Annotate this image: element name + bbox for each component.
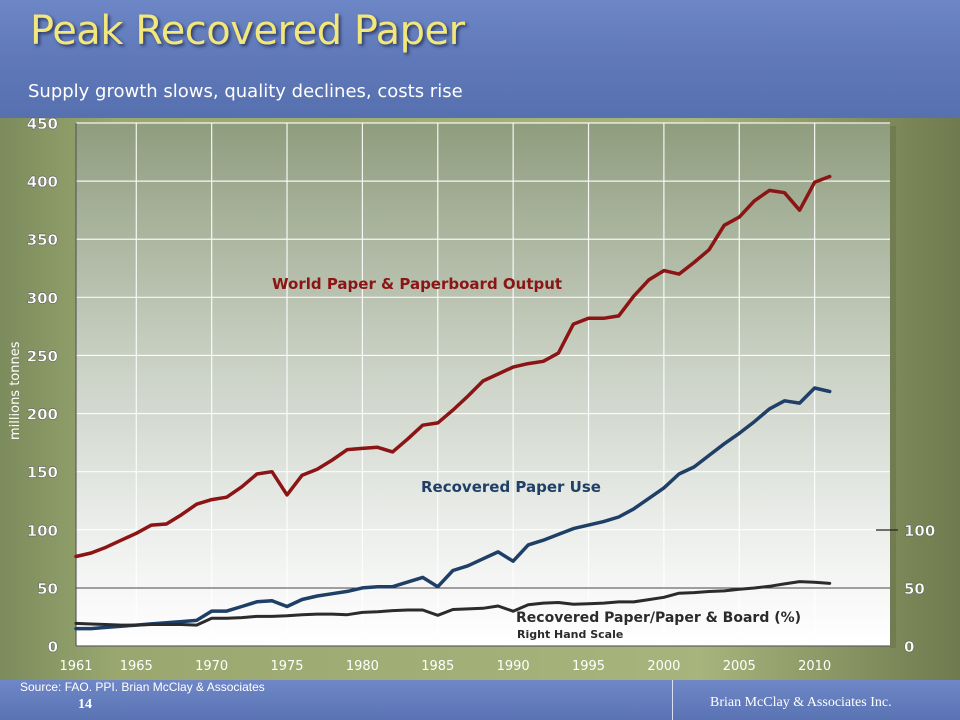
y-tick-label: 300	[27, 289, 58, 307]
y-tick-label: 450	[27, 115, 58, 133]
series-line-ratio	[74, 580, 832, 627]
series-lines	[74, 174, 832, 631]
y-tick-label: 50	[37, 580, 58, 598]
y-tick-label: 0	[48, 638, 58, 656]
y-tick-label: 250	[27, 347, 58, 365]
series-label-ratio-note: Right Hand Scale	[517, 628, 623, 641]
y-tick-label: 350	[27, 231, 58, 249]
header-band	[0, 0, 960, 118]
company-name: Brian McClay & Associates Inc.	[710, 695, 892, 710]
x-tick-label: 1970	[195, 659, 228, 674]
x-tick-label: 1965	[120, 659, 153, 674]
y-axis-label: millions tonnes	[8, 341, 23, 440]
series-label-recovered: Recovered Paper Use	[421, 478, 601, 496]
x-tick-label: 2010	[798, 659, 831, 674]
x-tick-label: 2005	[723, 659, 756, 674]
source-note: Source: FAO. PPI. Brian McClay & Associa…	[20, 680, 265, 694]
labels: 0 50 100 150 200 250 300 350 400 450 1961 1965 1970 1…	[26, 115, 935, 674]
x-tick-label: 1975	[270, 659, 303, 674]
x-tick-label: 1985	[421, 659, 454, 674]
x-tick-label: 1961	[59, 659, 92, 674]
plot-background	[76, 123, 890, 646]
series-label-output: World Paper & Paperboard Output	[272, 275, 562, 293]
x-tick-label: 2000	[647, 659, 680, 674]
series-label-ratio: Recovered Paper/Paper & Board (%)	[516, 610, 801, 626]
series-line-recovered	[74, 386, 832, 631]
x-tick-label: 1995	[572, 659, 605, 674]
x-tick-label: 1990	[497, 659, 530, 674]
x-tick-label: 1980	[346, 659, 379, 674]
slide-title: Peak Recovered Paper	[30, 8, 465, 54]
footer-band	[0, 680, 960, 720]
slide-subtitle: Supply growth slows, quality declines, c…	[28, 81, 463, 102]
grid-lines	[75, 122, 890, 647]
right-tick-label: 100	[904, 522, 935, 540]
series-line-output	[74, 174, 832, 559]
page-number: 14	[78, 697, 92, 712]
footer-divider	[672, 680, 673, 720]
right-tick-label: 0	[904, 638, 914, 656]
y-tick-label: 200	[27, 406, 58, 424]
y-tick-label: 100	[27, 522, 58, 540]
plot-shadow	[890, 126, 896, 648]
right-tick-label: 50	[904, 580, 925, 598]
y-tick-label: 150	[27, 464, 58, 482]
y-tick-label: 400	[27, 173, 58, 191]
